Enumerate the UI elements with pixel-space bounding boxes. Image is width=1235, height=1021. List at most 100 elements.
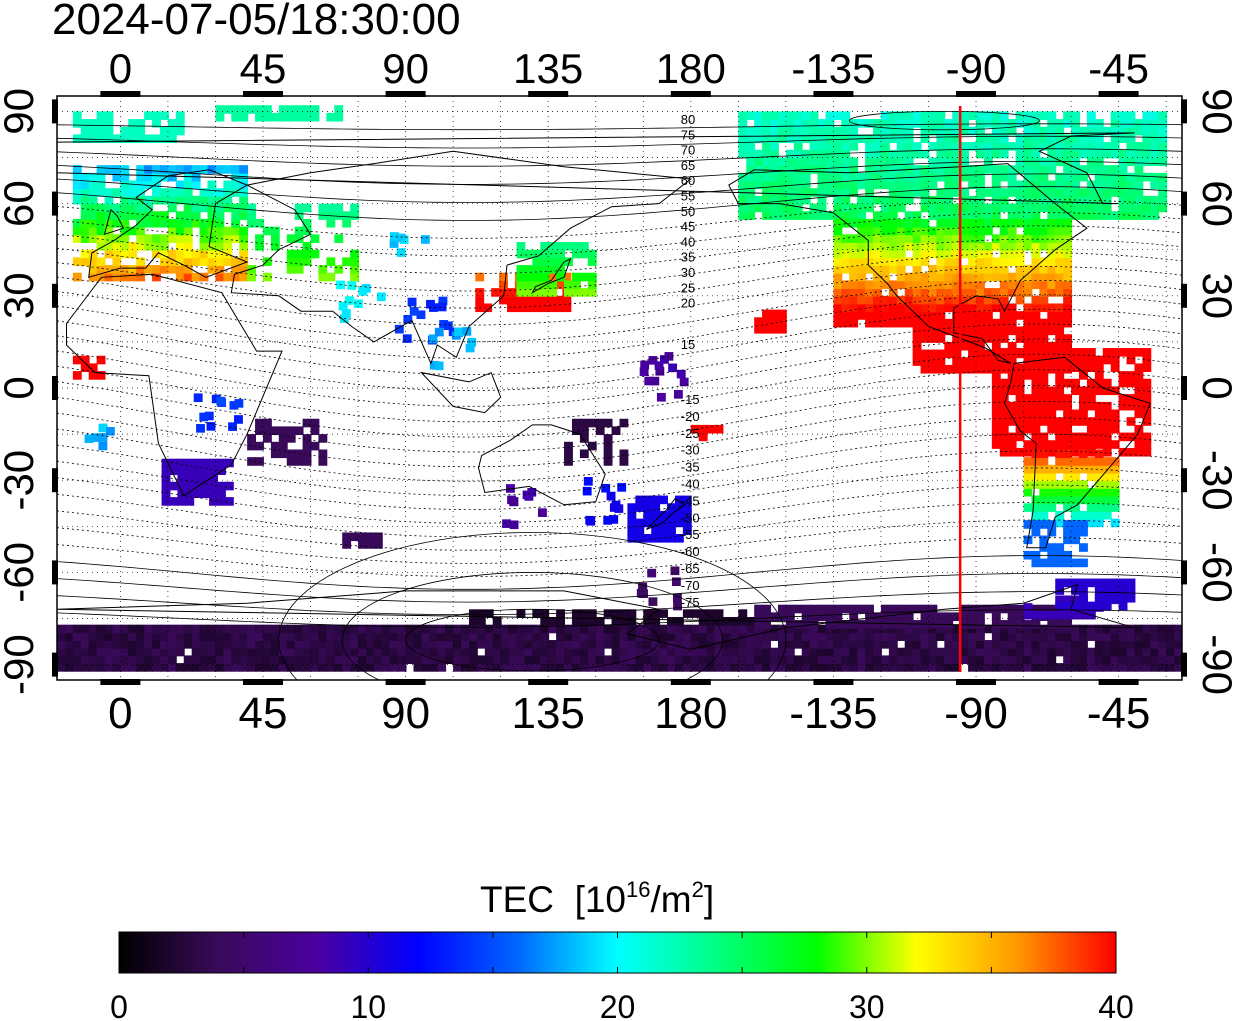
x-tick-label-bottom: 45: [239, 689, 288, 738]
tec-cell: [1094, 624, 1104, 634]
tec-cell: [278, 426, 288, 436]
tec-cell: [809, 119, 819, 128]
tec-cell: [801, 632, 811, 641]
tec-cell: [484, 655, 494, 665]
tec-cell: [746, 632, 756, 641]
tec-cell: [1031, 272, 1041, 282]
tec-cell: [944, 640, 954, 649]
tec-cell: [619, 640, 629, 649]
tec-cell: [255, 457, 264, 466]
tec-cell: [373, 532, 383, 542]
tec-cell: [397, 640, 407, 649]
tec-cell: [262, 640, 272, 649]
tec-cell: [1023, 242, 1033, 251]
y-tick-label-right: 60: [1194, 180, 1235, 227]
tec-cell: [1015, 386, 1025, 396]
tec-cell: [579, 272, 589, 282]
tec-cell: [475, 295, 485, 305]
tec-cell: [72, 355, 82, 365]
tec-cell: [1007, 326, 1017, 336]
tec-cell: [936, 272, 946, 282]
tec-cell: [928, 195, 938, 205]
tec-cell: [397, 655, 407, 665]
tec-cell: [888, 612, 898, 621]
tec-cell: [429, 624, 439, 634]
tec-cell: [239, 105, 249, 114]
tec-cell: [920, 180, 930, 190]
tec-cell: [302, 418, 312, 428]
tec-cell: [1094, 663, 1104, 672]
tec-cell: [1047, 257, 1057, 266]
tec-cell: [207, 218, 217, 228]
mag-lat-label: -20: [681, 409, 700, 424]
tec-cell: [928, 165, 938, 174]
tec-cell: [1102, 647, 1112, 657]
tec-cell: [1047, 620, 1057, 629]
tec-cell: [785, 624, 795, 634]
tec-cell: [643, 518, 653, 528]
tec-cell: [849, 172, 859, 182]
tec-cell: [651, 510, 661, 520]
tec-cell: [196, 424, 205, 433]
tec-cell: [587, 609, 597, 618]
tec-cell: [762, 134, 771, 144]
tec-cell: [991, 604, 1001, 614]
tec-cell: [532, 640, 542, 649]
tec-cell: [175, 226, 185, 236]
tec-cell: [952, 612, 962, 621]
tec-cell: [1047, 409, 1057, 419]
tec-cell: [991, 172, 1001, 182]
tec-cell: [1015, 432, 1025, 442]
tec-cell: [896, 226, 906, 236]
tec-cell: [841, 604, 851, 614]
tec-cell: [1063, 449, 1073, 459]
tec-cell: [880, 142, 890, 151]
tec-cell: [167, 195, 177, 205]
tec-cell: [564, 647, 573, 657]
tec-cell: [825, 655, 835, 665]
tec-cell: [611, 663, 621, 672]
tec-cell: [524, 249, 534, 259]
tec-cell: [841, 624, 851, 634]
tec-cell: [865, 249, 874, 259]
tec-cell: [1047, 632, 1057, 641]
tec-cell: [484, 647, 494, 657]
tec-cell: [746, 647, 756, 657]
tec-cell: [1047, 242, 1057, 251]
tec-cell: [1142, 211, 1152, 220]
tec-cell: [777, 663, 787, 672]
tec-cell: [1039, 610, 1049, 620]
tec-cell: [540, 616, 550, 626]
tec-cell: [88, 172, 98, 182]
tec-cell: [936, 242, 946, 251]
tec-cell: [175, 111, 185, 120]
tec-cell: [1134, 432, 1144, 442]
tec-cell: [1015, 119, 1025, 128]
tec-cell: [1118, 378, 1128, 388]
tec-cell: [587, 655, 597, 665]
tec-cell: [191, 272, 201, 282]
tec-cell: [833, 663, 843, 672]
tec-cell: [1102, 149, 1112, 159]
tec-cell: [1110, 348, 1120, 357]
tec-cell: [904, 318, 914, 328]
tec-cell: [920, 119, 930, 128]
tec-cell: [1126, 632, 1136, 641]
tec-cell: [730, 640, 740, 649]
tec-cell: [80, 188, 90, 197]
tec-cell: [112, 663, 122, 672]
tec-cell: [651, 624, 661, 634]
tec-cell: [976, 640, 985, 649]
tec-cell: [1063, 520, 1073, 529]
tec-cell: [104, 188, 114, 197]
tec-cell: [833, 234, 843, 243]
tec-cell: [777, 119, 787, 128]
tec-cell: [1023, 401, 1033, 411]
tec-cell: [952, 647, 962, 657]
tec-cell: [1063, 480, 1073, 489]
tec-cell: [698, 663, 708, 672]
tec-cell: [175, 188, 185, 197]
tec-cell: [825, 180, 835, 190]
tec-heatmap: [57, 105, 1182, 672]
tec-cell: [991, 242, 1001, 251]
